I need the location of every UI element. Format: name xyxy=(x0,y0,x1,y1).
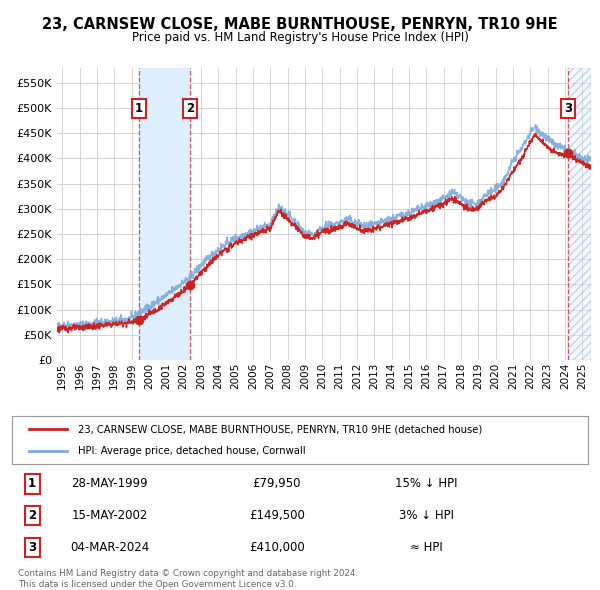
Bar xyxy=(139,68,190,360)
Text: 23, CARNSEW CLOSE, MABE BURNTHOUSE, PENRYN, TR10 9HE (detached house): 23, CARNSEW CLOSE, MABE BURNTHOUSE, PENR… xyxy=(78,424,482,434)
Text: £410,000: £410,000 xyxy=(249,541,305,554)
Text: £79,950: £79,950 xyxy=(253,477,301,490)
Bar xyxy=(568,68,591,360)
Text: This data is licensed under the Open Government Licence v3.0.: This data is licensed under the Open Gov… xyxy=(18,580,296,589)
Text: Price paid vs. HM Land Registry's House Price Index (HPI): Price paid vs. HM Land Registry's House … xyxy=(131,31,469,44)
Text: Contains HM Land Registry data © Crown copyright and database right 2024.: Contains HM Land Registry data © Crown c… xyxy=(18,569,358,578)
Text: 28-MAY-1999: 28-MAY-1999 xyxy=(71,477,148,490)
Text: 3: 3 xyxy=(28,541,36,554)
Text: 2: 2 xyxy=(28,509,36,522)
Text: £149,500: £149,500 xyxy=(249,509,305,522)
Bar xyxy=(568,68,591,360)
Text: 15% ↓ HPI: 15% ↓ HPI xyxy=(395,477,458,490)
Text: 04-MAR-2024: 04-MAR-2024 xyxy=(70,541,149,554)
Text: 2: 2 xyxy=(186,101,194,114)
Text: HPI: Average price, detached house, Cornwall: HPI: Average price, detached house, Corn… xyxy=(78,446,306,456)
Text: 1: 1 xyxy=(134,101,143,114)
Text: 3: 3 xyxy=(564,101,572,114)
Text: ≈ HPI: ≈ HPI xyxy=(410,541,443,554)
Text: 1: 1 xyxy=(28,477,36,490)
Text: 15-MAY-2002: 15-MAY-2002 xyxy=(72,509,148,522)
Text: 3% ↓ HPI: 3% ↓ HPI xyxy=(399,509,454,522)
Text: 23, CARNSEW CLOSE, MABE BURNTHOUSE, PENRYN, TR10 9HE: 23, CARNSEW CLOSE, MABE BURNTHOUSE, PENR… xyxy=(42,17,558,31)
